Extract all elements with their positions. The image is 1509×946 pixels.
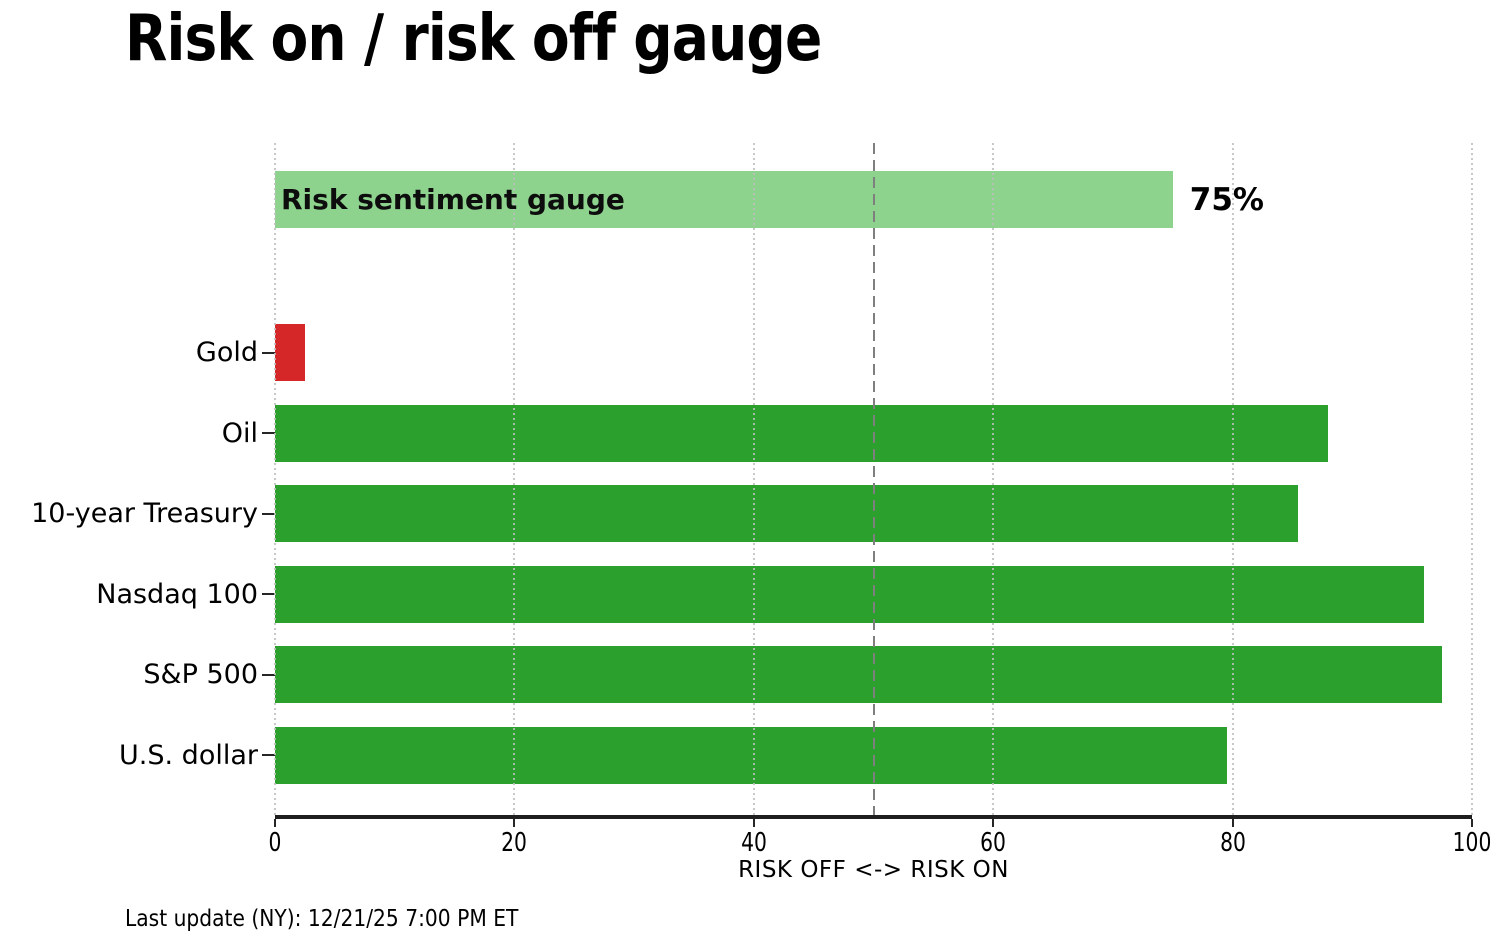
bar-oil (275, 404, 1329, 462)
chart-title: Risk on / risk off gauge (125, 2, 822, 76)
x-tick-40 (752, 819, 755, 827)
gridline-80 (1231, 143, 1234, 815)
bar-10-year-treasury (275, 485, 1299, 542)
x-tick-label-20: 20 (501, 828, 528, 858)
y-tick-gold (262, 351, 275, 354)
bar-gold (275, 324, 305, 381)
reference-line-50 (872, 143, 875, 815)
x-axis-spine (275, 815, 1472, 819)
category-label-gold: Gold (195, 337, 258, 368)
category-label-nasdaq-100: Nasdaq 100 (96, 578, 258, 610)
y-tick-u-s-dollar (262, 754, 275, 756)
bar-u-s-dollar (275, 726, 1227, 784)
gridline-100 (1471, 143, 1473, 815)
gridline-20 (513, 143, 516, 815)
x-tick-0 (274, 819, 276, 827)
x-tick-label-100: 100 (1452, 828, 1492, 858)
y-tick-s-p-500 (262, 673, 275, 676)
category-label-10-year-treasury: 10-year Treasury (31, 498, 258, 529)
x-tick-20 (513, 819, 516, 827)
x-tick-label-0: 0 (268, 828, 282, 858)
last-update-note: Last update (NY): 12/21/25 7:00 PM ET (125, 906, 519, 932)
plot-area: Risk sentiment gauge 75% (274, 143, 1473, 815)
y-tick-nasdaq-100 (262, 593, 275, 595)
x-tick-100 (1471, 819, 1473, 827)
x-tick-80 (1231, 819, 1234, 827)
x-tick-label-60: 60 (980, 828, 1007, 858)
gauge-value-label: 75% (1189, 181, 1264, 218)
gridline-60 (992, 143, 995, 815)
x-tick-label-40: 40 (740, 828, 767, 858)
category-label-oil: Oil (221, 417, 258, 449)
category-label-u-s-dollar: U.S. dollar (119, 739, 258, 771)
gridline-40 (752, 143, 755, 815)
x-axis-label: RISK OFF <-> RISK ON (738, 857, 1009, 883)
category-label-s-p-500: S&P 500 (143, 659, 258, 690)
gauge-bar (275, 171, 1173, 228)
bar-nasdaq-100 (275, 565, 1425, 623)
bar-s-p-500 (275, 646, 1443, 703)
gauge-bar-label: Risk sentiment gauge (281, 183, 625, 216)
y-tick-10-year-treasury (262, 512, 275, 515)
x-tick-60 (992, 819, 995, 827)
x-tick-label-80: 80 (1219, 828, 1246, 858)
gridline-0 (274, 143, 276, 815)
y-tick-oil (262, 432, 275, 434)
